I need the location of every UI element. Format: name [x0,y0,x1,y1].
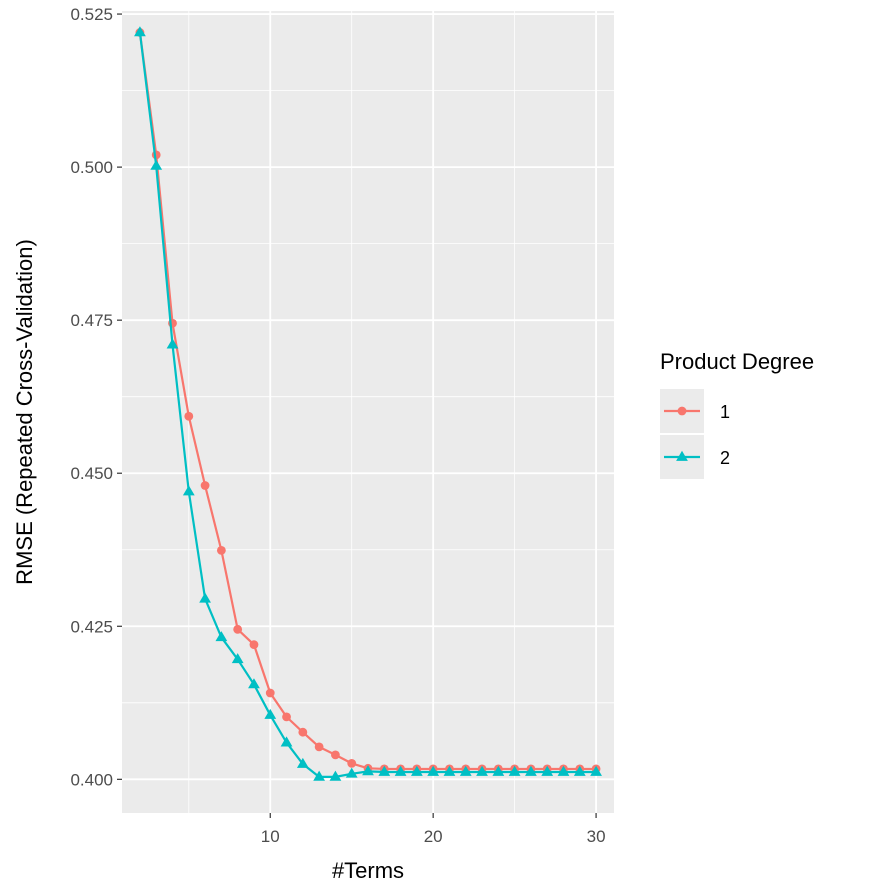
legend: Product Degree 12 [660,349,814,479]
data-point-series-1 [233,624,243,634]
y-axis-title: RMSE (Repeated Cross-Validation) [12,239,37,585]
legend-label: 2 [720,448,730,468]
data-point-series-2 [296,757,309,768]
data-point-series-1 [298,727,308,737]
y-tick-label: 0.475 [70,311,113,330]
data-point-series-2 [541,765,554,776]
data-point-series-2 [199,592,211,603]
data-point-series-2 [508,765,521,776]
data-point-series-2 [394,765,407,776]
data-point-series-2 [166,338,179,349]
major-gridlines [122,11,614,813]
axis-ticks [117,13,597,818]
data-point-series-2 [362,765,374,776]
y-tick-label: 0.425 [70,617,113,636]
data-point-series-2 [134,26,146,37]
data-point-series-2 [557,765,570,776]
data-point-series-2 [248,678,260,689]
x-tick-label: 30 [587,827,606,846]
data-point-series-2 [313,770,326,781]
x-tick-label: 10 [261,827,280,846]
data-point-series-2 [280,736,293,747]
y-tick-label: 0.500 [70,158,113,177]
data-point-series-1 [249,640,259,650]
data-point-series-1 [347,759,357,768]
data-point-series-2 [150,159,163,170]
data-point-series-2 [573,765,586,776]
data-point-series-2 [215,631,228,642]
data-point-series-1 [282,712,291,722]
y-tick-label: 0.400 [70,770,113,789]
y-tick-label: 0.525 [70,5,113,24]
legend-key-marker [677,406,687,416]
data-point-series-2 [345,767,358,778]
series-layer [134,26,602,781]
legend-item-2: 2 [660,435,730,479]
data-point-series-2 [329,770,342,781]
legend-key-marker [676,450,688,461]
x-axis-title: #Terms [332,858,404,883]
data-point-series-2 [378,765,391,776]
data-point-series-2 [525,765,537,776]
data-point-series-1 [184,411,194,421]
data-point-series-2 [264,708,277,719]
legend-keys: 12 [660,389,730,479]
series-2 [134,26,602,781]
data-point-series-2 [427,765,440,776]
legend-title: Product Degree [660,349,814,374]
data-point-series-1 [200,481,210,490]
data-point-series-2 [590,765,602,776]
data-point-series-1 [331,750,340,760]
data-point-series-1 [216,545,226,555]
plot-panel [122,11,614,813]
data-point-series-1 [265,688,275,698]
data-point-series-2 [459,765,472,776]
tick-labels: 10 20 30 0.400 0.425 0.450 0.475 0.500 0.525 [70,5,605,846]
minor-gridlines [122,11,614,813]
data-point-series-2 [476,765,488,776]
data-point-series-2 [231,653,244,664]
data-point-series-2 [410,765,423,776]
data-point-series-2 [182,485,195,496]
x-tick-label: 20 [424,827,443,846]
legend-item-1: 1 [660,389,730,433]
legend-label: 1 [720,402,730,422]
y-tick-label: 0.450 [70,464,113,483]
data-point-series-1 [314,742,324,752]
data-point-series-2 [492,765,505,776]
data-point-series-2 [443,765,456,776]
